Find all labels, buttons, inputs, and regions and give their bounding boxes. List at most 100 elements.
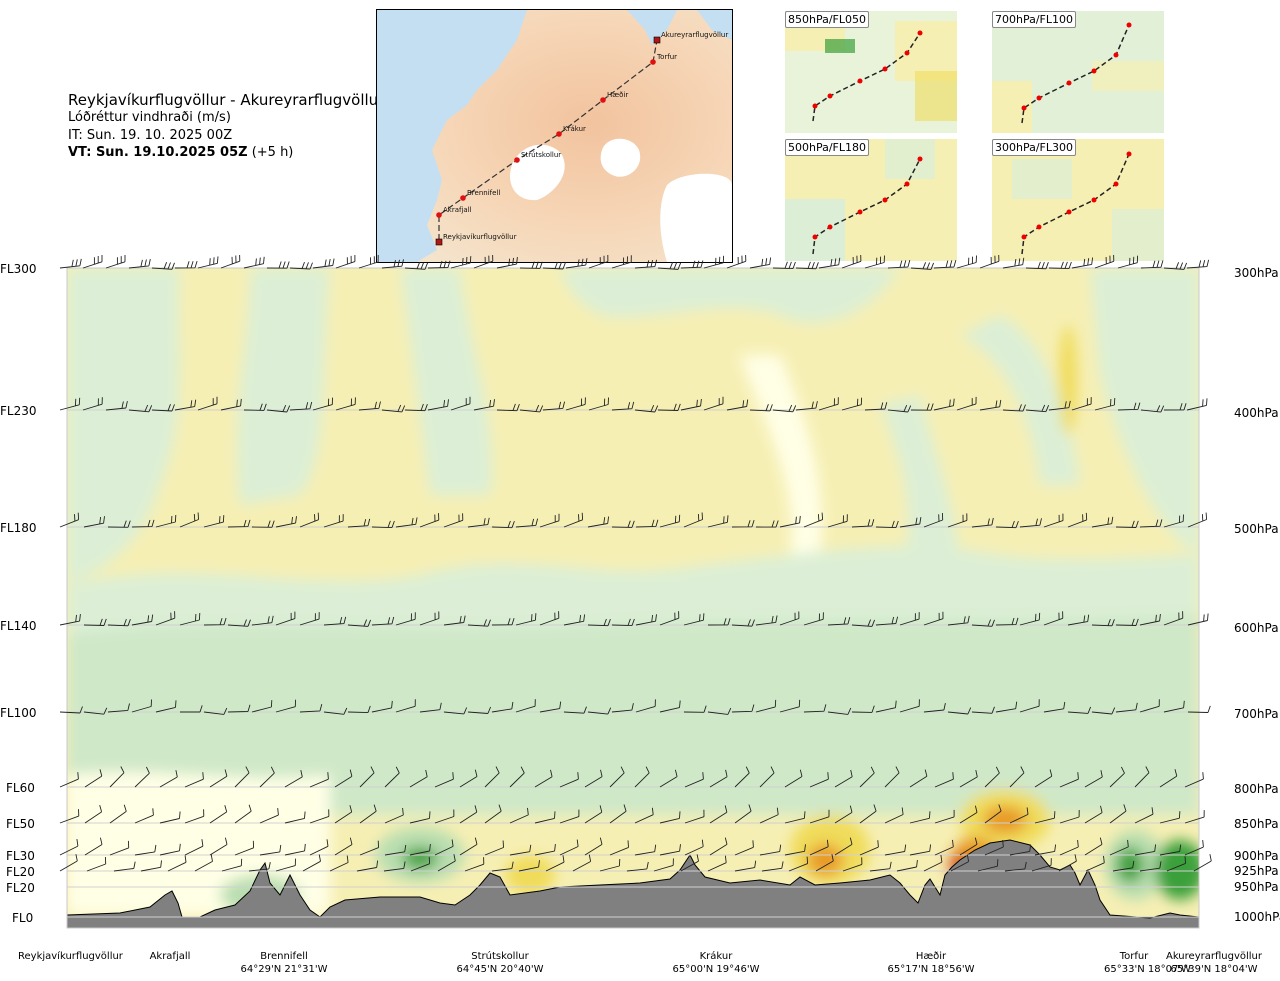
fjord-north [627, 10, 677, 45]
wind-barb [131, 699, 152, 713]
route-point-coords: 65°00'N 19°46'W [672, 964, 760, 975]
wind-barb [82, 397, 103, 411]
wind-barb [251, 615, 274, 626]
wind-barb [1091, 618, 1115, 627]
wind-barb [491, 861, 514, 872]
route-point-akureyri: Akureyrarflugvöllur 65°39'N 18°04'W [1158, 950, 1270, 976]
wind-barb [1058, 854, 1077, 872]
wind-barb [859, 804, 877, 824]
wind-barb [726, 399, 749, 411]
wind-barb [1117, 402, 1141, 411]
wind-barb [347, 518, 371, 528]
wind-barb [659, 811, 681, 824]
hpa-label-1000: 1000hPa [1234, 910, 1280, 924]
wind-barb [128, 404, 153, 413]
wind-barb [1019, 612, 1041, 626]
wind-barb [174, 399, 197, 411]
waypoint-label: Strútskollur [521, 151, 561, 159]
wind-barb [635, 519, 659, 528]
wind-barb [209, 837, 228, 856]
wind-barb [634, 807, 654, 824]
wind-barb [404, 262, 429, 270]
mini-map-500-canvas [785, 139, 957, 261]
wind-barb [515, 699, 536, 713]
wind-barb [1163, 611, 1184, 626]
wind-barb [611, 401, 635, 411]
wind-barb [509, 844, 532, 856]
wind-barb [726, 255, 747, 269]
wind-barb [899, 612, 920, 626]
mini-map-300-canvas [992, 139, 1164, 261]
wind-barb [203, 617, 227, 626]
wind-barb [734, 766, 750, 788]
wind-barb [859, 766, 875, 788]
wind-barb [834, 769, 853, 788]
wind-barb [82, 255, 103, 269]
wind-barb [784, 844, 806, 856]
wind-barb [347, 705, 371, 714]
fl-label-fl300: FL300 [0, 262, 37, 276]
wind-barb [755, 615, 778, 626]
wind-barb [703, 396, 724, 411]
waypoint-marker [556, 131, 562, 137]
wind-barb [484, 766, 500, 788]
wind-barb [1139, 699, 1160, 713]
wind-barb [227, 519, 251, 528]
wind-barb [749, 404, 773, 412]
wind-barb [909, 769, 928, 788]
wind-barb [884, 766, 900, 788]
wind-barb [371, 520, 395, 529]
fl-label-fl140: FL140 [0, 619, 37, 633]
wind-barb [473, 399, 495, 411]
hpa-label-950: 950hPa [1234, 880, 1279, 894]
wind-barb [734, 840, 754, 856]
wind-barb [565, 397, 586, 411]
wind-barb [950, 854, 970, 872]
wind-barb [755, 520, 779, 528]
wind-barb [864, 255, 885, 269]
wind-barb [1059, 772, 1079, 788]
wind-barb [1094, 397, 1116, 411]
wind-barb [1025, 404, 1050, 413]
wind-barb [1002, 404, 1026, 412]
wind-barb [539, 611, 560, 626]
wind-barb [179, 612, 201, 626]
mini-map-500: 500hPa/FL180 [785, 139, 957, 261]
wind-barb [107, 618, 131, 627]
wind-barb [323, 514, 344, 528]
wind-barb [220, 255, 241, 269]
wind-barb [109, 840, 130, 856]
wind-barb [334, 837, 353, 856]
wind-barb [302, 854, 321, 872]
wind-barb [542, 261, 566, 270]
route-point-coords: 65°17'N 18°56'W [887, 964, 975, 975]
waypoint-label: Reykjavíkurflugvöllur [443, 233, 517, 241]
wind-barb [959, 805, 978, 824]
wind-barb [371, 700, 393, 713]
route-point-coords: 64°29'N 21°31'W [240, 964, 328, 975]
wind-barb [827, 707, 852, 715]
mini-map-850: 850hPa/FL050 [785, 11, 957, 133]
wind-barb [1004, 861, 1027, 872]
wind-barb [384, 766, 400, 788]
wind-barb [443, 513, 464, 528]
wind-barb [947, 707, 972, 715]
wind-barb [1048, 261, 1072, 270]
wind-barb [684, 772, 704, 788]
wind-barb [1009, 844, 1032, 856]
wind-barb [707, 618, 731, 626]
wind-barb [1094, 255, 1115, 269]
valid-time-label: VT: Sun. 19.10.2025 05Z [68, 145, 248, 160]
wind-barb [1009, 807, 1029, 824]
glacier-vatnajokull [660, 173, 732, 262]
wind-barb [275, 858, 296, 872]
wind-barb [1159, 811, 1181, 824]
wind-barb [1139, 861, 1162, 872]
wind-barb [459, 769, 478, 788]
wind-barb [659, 514, 681, 528]
wind-barb [1109, 839, 1129, 856]
wind-barb [803, 512, 824, 528]
route-point-torfur: Torfur 65°33'N 18°07'W [1104, 950, 1191, 976]
wind-barb [251, 700, 273, 713]
wind-barb [83, 516, 105, 528]
